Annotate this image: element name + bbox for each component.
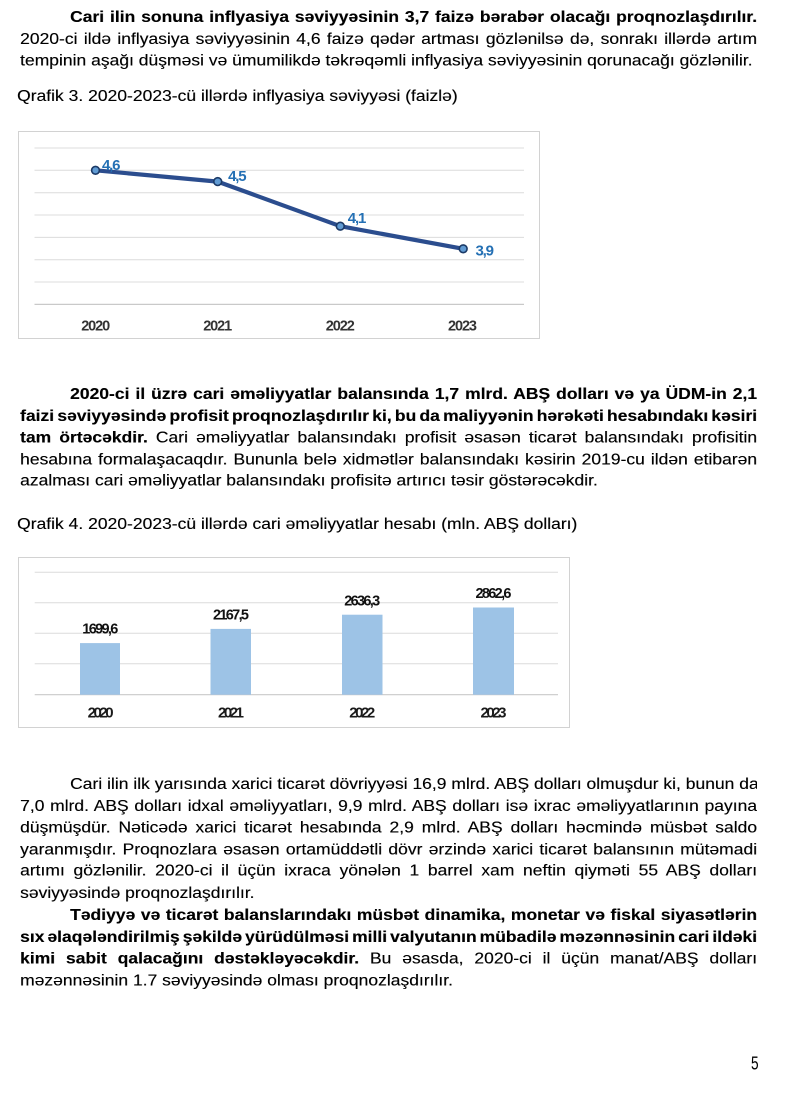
svg-text:2167,5: 2167,5 — [213, 608, 249, 624]
svg-text:2021: 2021 — [218, 705, 244, 722]
svg-text:2636,3: 2636,3 — [344, 593, 380, 609]
svg-text:2023: 2023 — [481, 705, 507, 722]
svg-text:2023: 2023 — [448, 319, 477, 335]
svg-text:4,5: 4,5 — [228, 168, 247, 185]
svg-text:2021: 2021 — [203, 319, 232, 335]
svg-text:3,9: 3,9 — [476, 243, 495, 260]
svg-text:5: 5 — [751, 1054, 759, 1074]
svg-text:2022: 2022 — [349, 705, 375, 722]
svg-text:4,1: 4,1 — [348, 210, 367, 227]
svg-text:4,6: 4,6 — [102, 157, 121, 174]
svg-text:1699,6: 1699,6 — [82, 622, 118, 638]
svg-text:2020: 2020 — [88, 705, 114, 722]
svg-text:2020: 2020 — [81, 319, 110, 335]
svg-text:2022: 2022 — [326, 319, 355, 335]
svg-text:2862,6: 2862,6 — [476, 586, 512, 602]
